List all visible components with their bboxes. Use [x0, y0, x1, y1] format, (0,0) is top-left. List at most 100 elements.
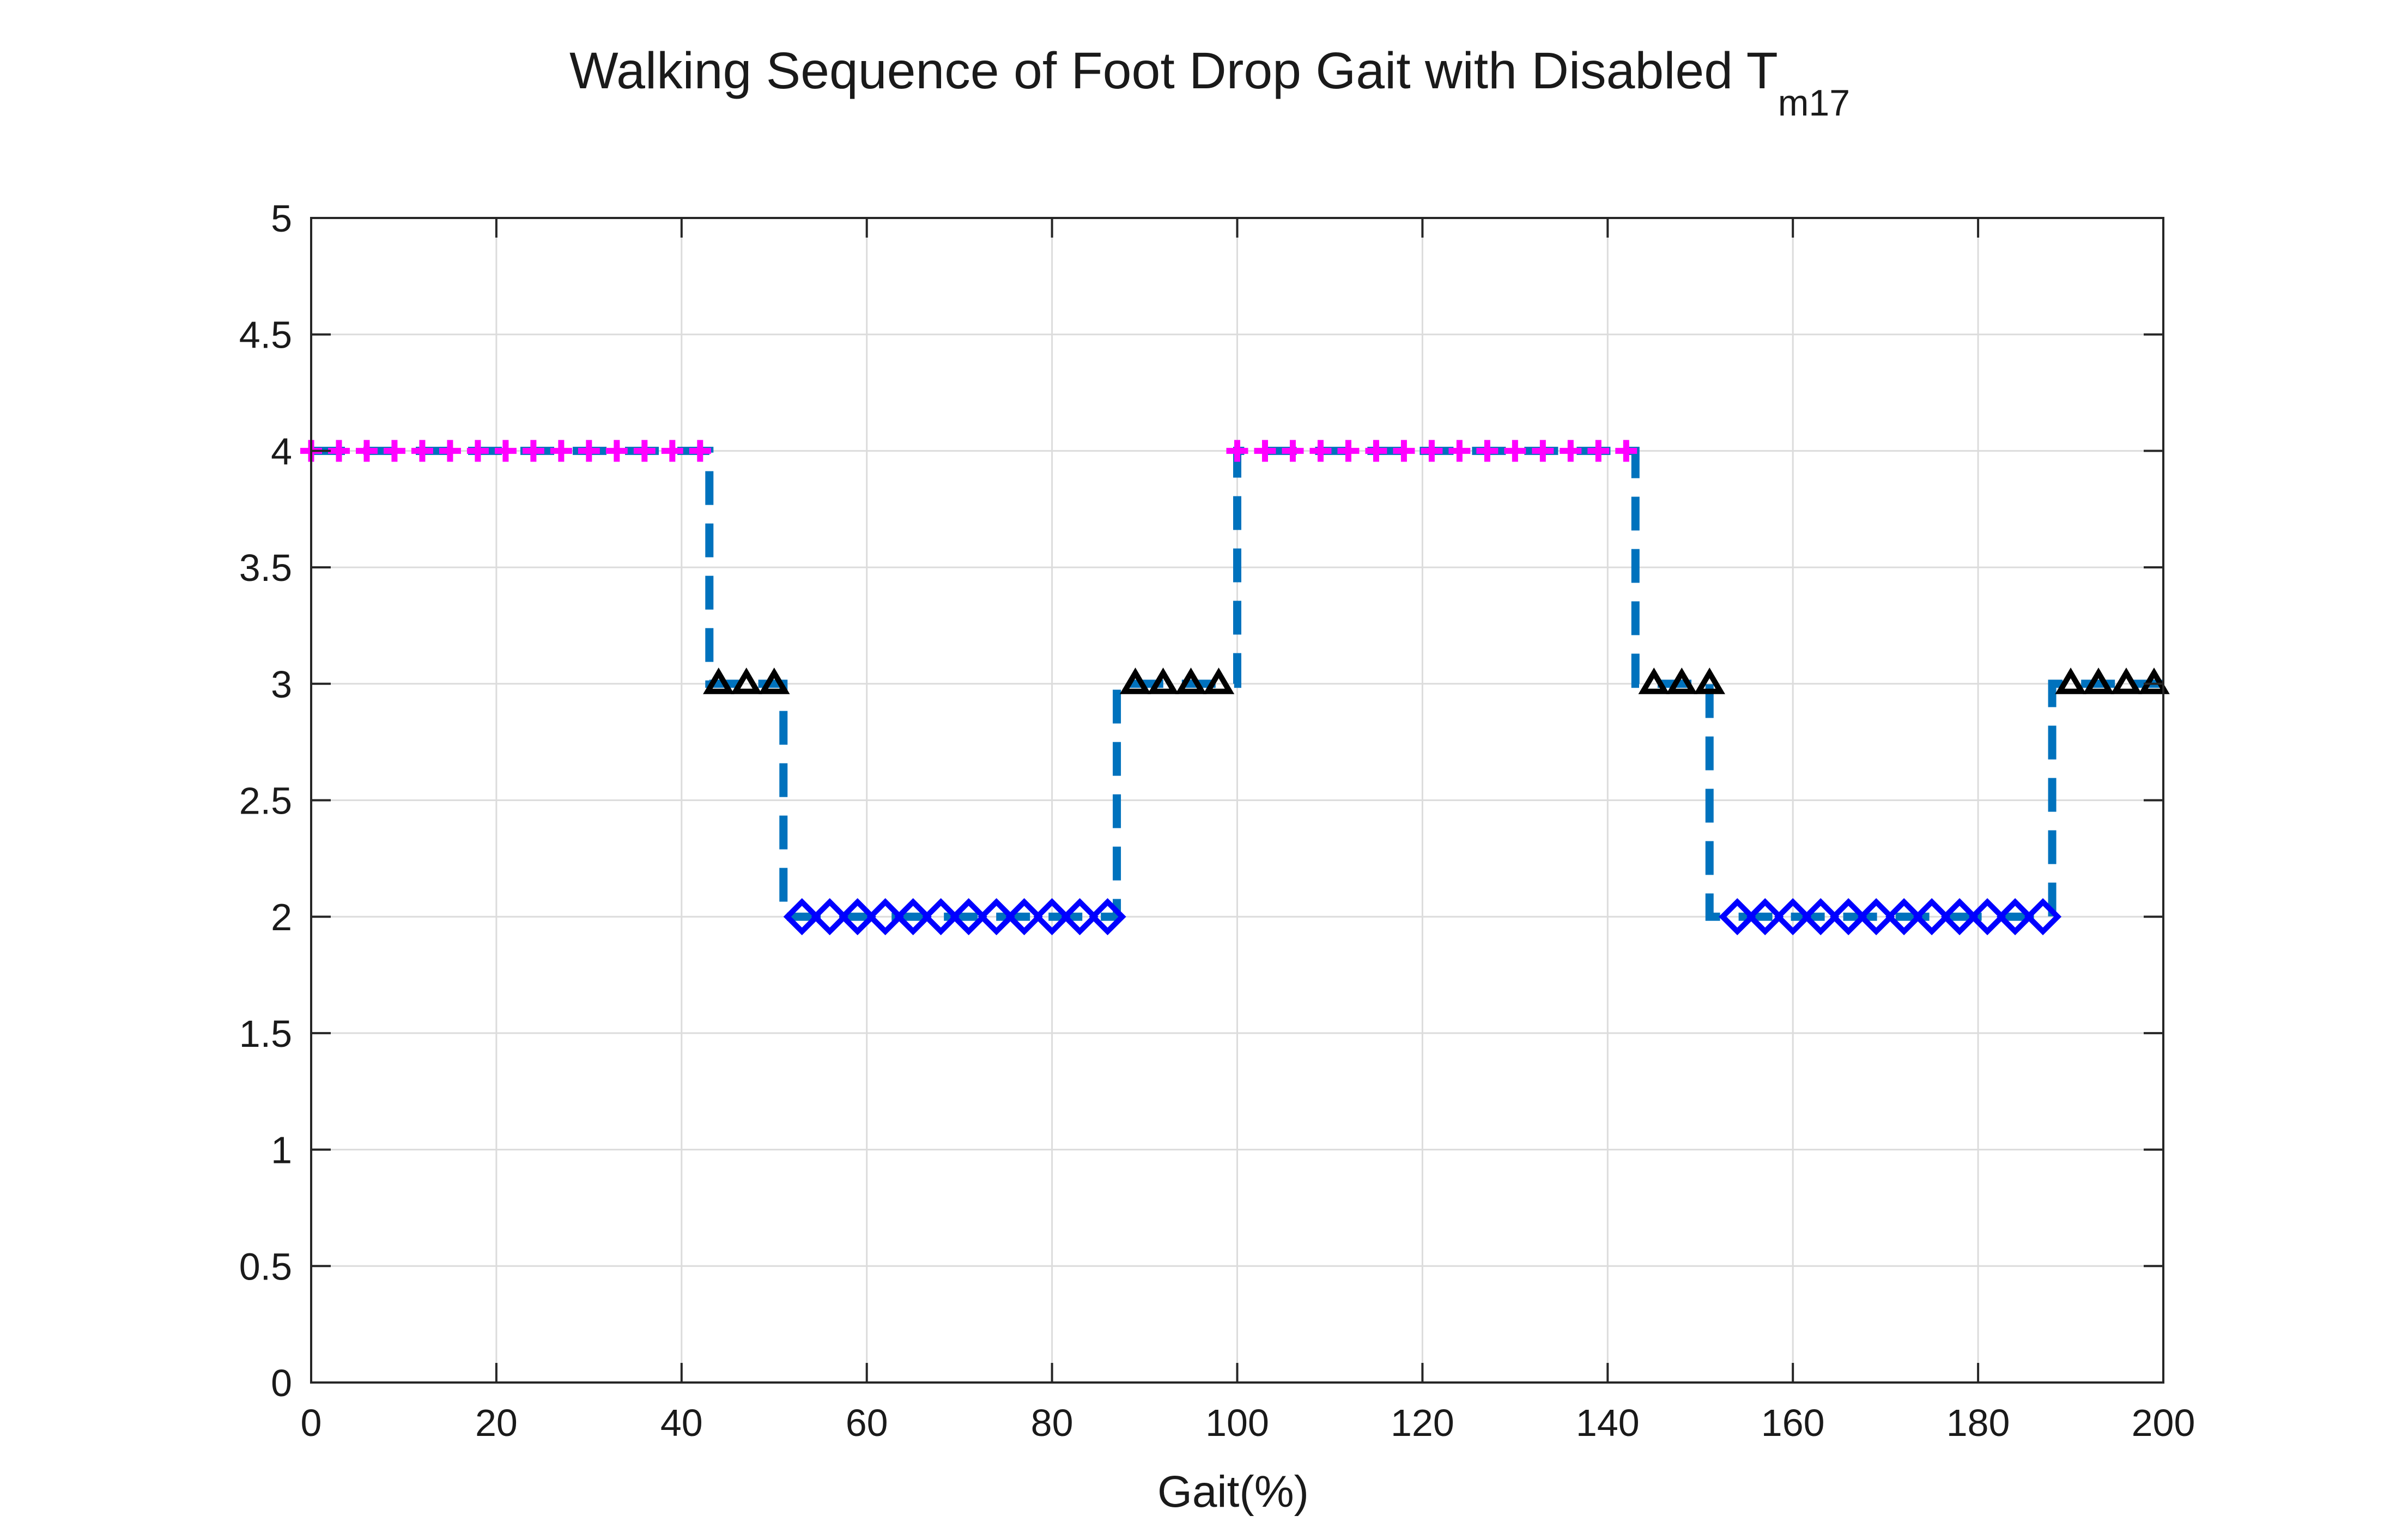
ticks: 0 20 40 60 80 100 120 140 160 180 200 0 0.5 1 1.5 2 2.5 3… [239, 197, 2195, 1444]
marker-triangle [1203, 667, 1235, 694]
marker-plus [1309, 440, 1332, 462]
marker-diamond [1033, 898, 1071, 936]
marker-plus [605, 440, 628, 462]
marker-triangle [1119, 667, 1151, 694]
series-diamond [783, 898, 2062, 936]
x-tick-label: 100 [1205, 1402, 1269, 1444]
marker-plus [578, 440, 600, 462]
marker-triangle [2138, 667, 2170, 694]
marker-plus [1337, 440, 1360, 462]
x-tick-label: 180 [1946, 1402, 2010, 1444]
y-tick-label: 4 [271, 430, 292, 472]
marker-diamond [1089, 898, 1126, 936]
marker-diamond [1774, 898, 1812, 936]
marker-diamond [1830, 898, 1867, 936]
chart-title-subscript: m17 [1778, 82, 1850, 124]
x-tick-label: 0 [301, 1402, 322, 1444]
marker-plus [1560, 440, 1582, 462]
marker-plus [327, 440, 350, 462]
y-tick-label: 4.5 [239, 314, 292, 356]
marker-plus [689, 440, 711, 462]
marker-triangle [1666, 667, 1698, 694]
marker-plus [522, 440, 544, 462]
x-tick-label: 140 [1576, 1402, 1640, 1444]
x-tick-label: 200 [2132, 1402, 2195, 1444]
marker-diamond [839, 898, 876, 936]
y-tick-label: 2 [271, 896, 292, 938]
marker-plus [1254, 440, 1276, 462]
marker-plus [439, 440, 461, 462]
data-layer [300, 440, 2170, 936]
marker-diamond [1858, 898, 1895, 936]
marker-diamond [866, 898, 904, 936]
marker-diamond [1997, 898, 2034, 936]
marker-diamond [978, 898, 1015, 936]
marker-plus [1282, 440, 1304, 462]
x-tick-label: 160 [1761, 1402, 1825, 1444]
grid [311, 218, 2163, 1383]
marker-plus [1587, 440, 1610, 462]
marker-diamond [1802, 898, 1840, 936]
y-tick-label: 0 [271, 1362, 292, 1404]
series-line [311, 446, 2163, 921]
marker-diamond [1719, 898, 1756, 936]
marker-triangle [2055, 667, 2086, 694]
marker-plus [1226, 440, 1248, 462]
marker-diamond [1969, 898, 2006, 936]
marker-plus [383, 440, 405, 462]
marker-triangle [1638, 667, 1670, 694]
x-axis-label: Gait(%) [1157, 1467, 1309, 1517]
marker-plus [661, 440, 683, 462]
marker-triangle [1175, 667, 1207, 694]
marker-diamond [950, 898, 987, 936]
marker-triangle [1694, 667, 1725, 694]
marker-triangle [2110, 667, 2142, 694]
y-tick-label: 1 [271, 1129, 292, 1172]
marker-diamond [894, 898, 932, 936]
marker-diamond [1941, 898, 1979, 936]
marker-diamond [1885, 898, 1923, 936]
marker-plus [411, 440, 433, 462]
x-tick-label: 20 [475, 1402, 518, 1444]
marker-triangle [1147, 667, 1179, 694]
series-triangle-up [703, 667, 2170, 694]
marker-plus [1504, 440, 1526, 462]
marker-triangle [759, 667, 790, 694]
marker-plus [1615, 440, 1637, 462]
y-tick-label: 1.5 [239, 1012, 292, 1055]
marker-diamond [1061, 898, 1099, 936]
marker-plus [466, 440, 489, 462]
marker-plus [355, 440, 378, 462]
marker-diamond [922, 898, 960, 936]
x-tick-label: 80 [1031, 1402, 1073, 1444]
marker-triangle [703, 667, 735, 694]
y-tick-label: 5 [271, 197, 292, 240]
marker-plus [550, 440, 572, 462]
marker-plus [1393, 440, 1415, 462]
marker-diamond [783, 898, 821, 936]
y-tick-label: 3.5 [239, 547, 292, 589]
marker-plus [633, 440, 656, 462]
marker-diamond [1005, 898, 1043, 936]
y-tick-label: 2.5 [239, 780, 292, 822]
y-tick-label: 3 [271, 663, 292, 706]
marker-triangle [731, 667, 762, 694]
marker-triangle [2083, 667, 2114, 694]
chart-title-main: Walking Sequence of Foot Drop Gait with … [569, 42, 1778, 100]
marker-plus [1365, 440, 1387, 462]
chart-title: Walking Sequence of Foot Drop Gait with … [569, 42, 1850, 124]
marker-diamond [811, 898, 848, 936]
y-tick-label: 0.5 [239, 1245, 292, 1288]
x-tick-label: 40 [660, 1402, 703, 1444]
x-tick-label: 60 [846, 1402, 888, 1444]
marker-diamond [1913, 898, 1951, 936]
marker-plus [1421, 440, 1443, 462]
marker-plus [1448, 440, 1471, 462]
marker-plus [494, 440, 517, 462]
marker-diamond [2024, 898, 2062, 936]
marker-plus [1476, 440, 1499, 462]
x-tick-label: 120 [1391, 1402, 1454, 1444]
marker-plus [1532, 440, 1554, 462]
